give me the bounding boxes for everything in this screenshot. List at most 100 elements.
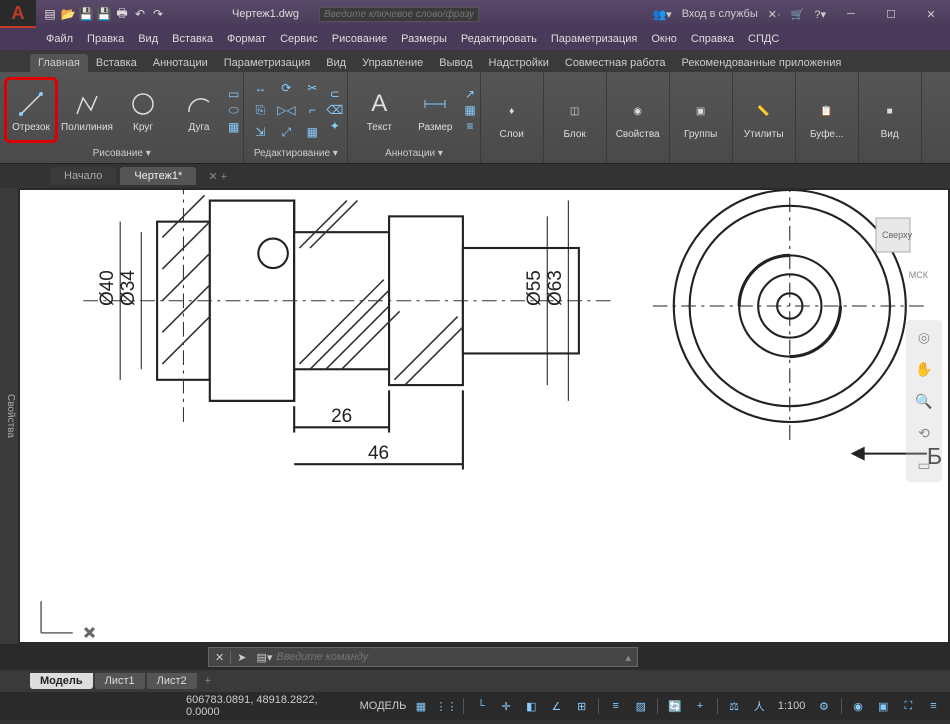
doc-tab-drawing1[interactable]: Чертеж1* xyxy=(120,167,196,185)
utilities-button[interactable]: 📏Утилиты xyxy=(737,85,791,151)
coordinates[interactable]: 606783.0891, 48918.2822, 0.0000 xyxy=(186,694,348,718)
search-input[interactable] xyxy=(319,7,479,22)
menu-dimension[interactable]: Размеры xyxy=(395,31,453,47)
layout-add[interactable]: + xyxy=(199,675,217,687)
array-icon[interactable]: ▦ xyxy=(300,122,324,142)
workspace-icon[interactable]: ⚙ xyxy=(813,696,834,716)
line-button[interactable]: Отрезок xyxy=(4,77,58,143)
panel-draw-title[interactable]: Рисование ▾ xyxy=(4,146,239,161)
rect-icon[interactable]: ▭ xyxy=(228,87,239,101)
leader-icon[interactable]: ↗ xyxy=(464,87,475,101)
lineweight-icon[interactable]: ≡ xyxy=(605,696,626,716)
customize-icon[interactable]: ≡ xyxy=(923,696,944,716)
tab-output[interactable]: Вывод xyxy=(431,54,480,72)
qat-plot-icon[interactable]: 🖶 xyxy=(114,6,130,22)
cleanscreen-icon[interactable]: ⛶ xyxy=(898,696,919,716)
hatch-icon[interactable]: ▦ xyxy=(228,120,239,134)
user-icon[interactable]: 👥▾ xyxy=(652,8,671,21)
cmd-recent-icon[interactable]: ▤▾ xyxy=(252,651,276,664)
explode-icon[interactable]: ✦ xyxy=(326,119,343,133)
menu-window[interactable]: Окно xyxy=(645,31,683,47)
pan-icon[interactable]: ✋ xyxy=(911,356,937,382)
table-icon[interactable]: ▦ xyxy=(464,103,475,117)
copy-icon[interactable]: ⎘ xyxy=(248,100,272,120)
layout-model[interactable]: Модель xyxy=(30,673,93,689)
erase-icon[interactable]: ⌫ xyxy=(326,103,343,117)
tab-annotate[interactable]: Аннотации xyxy=(145,54,216,72)
doc-tab-start[interactable]: Начало xyxy=(50,167,116,185)
hardware-accel-icon[interactable]: ◉ xyxy=(847,696,868,716)
annoscale-icon[interactable]: ⚖ xyxy=(724,696,745,716)
fillet-icon[interactable]: ⌐ xyxy=(300,100,324,120)
trim-icon[interactable]: ✂ xyxy=(300,78,324,98)
menu-format[interactable]: Формат xyxy=(221,31,272,47)
menu-draw[interactable]: Рисование xyxy=(326,31,393,47)
mirror-icon[interactable]: ▷◁ xyxy=(274,100,298,120)
otrack-icon[interactable]: ⊞ xyxy=(571,696,592,716)
annomonitor-icon[interactable]: + xyxy=(689,696,710,716)
panel-modify-title[interactable]: Редактирование ▾ xyxy=(248,146,343,161)
menu-help[interactable]: Справка xyxy=(685,31,740,47)
circle-button[interactable]: Круг xyxy=(116,77,170,143)
isolate-icon[interactable]: ▣ xyxy=(873,696,894,716)
menu-edit[interactable]: Правка xyxy=(81,31,130,47)
login-label[interactable]: Вход в службы xyxy=(682,8,758,20)
ortho-icon[interactable]: └ xyxy=(470,696,491,716)
arc-button[interactable]: Дуга xyxy=(172,77,226,143)
tab-parametric[interactable]: Параметризация xyxy=(216,54,318,72)
orbit-icon[interactable]: ⟲ xyxy=(911,420,937,446)
steering-wheel-icon[interactable]: ◎ xyxy=(911,324,937,350)
dimension-button[interactable]: Размер xyxy=(408,77,462,143)
scale-icon[interactable]: ⤢ xyxy=(274,122,298,142)
close-button[interactable]: ✕ xyxy=(916,4,946,24)
viewport[interactable]: Ø40 Ø34 Ø55 Ø63 26 46 Б ✕ xyxy=(20,190,948,642)
tab-featured[interactable]: Рекомендованные приложения xyxy=(674,54,850,72)
view-button[interactable]: ■Вид xyxy=(863,85,917,151)
polar-icon[interactable]: ✛ xyxy=(496,696,517,716)
annovisibility-icon[interactable]: 人 xyxy=(749,696,770,716)
grid-icon[interactable]: ▦ xyxy=(410,696,431,716)
cart-icon[interactable]: 🛒 xyxy=(791,8,805,21)
ellipse-icon[interactable]: ⬭ xyxy=(228,103,239,118)
tab-addins[interactable]: Надстройки xyxy=(481,54,557,72)
doc-tab-new[interactable]: ✕ + xyxy=(200,170,235,183)
properties-palette-tab[interactable]: Свойства xyxy=(0,188,18,644)
layout-sheet1[interactable]: Лист1 xyxy=(95,673,145,689)
layout-sheet2[interactable]: Лист2 xyxy=(147,673,197,689)
qat-redo-icon[interactable]: ↷ xyxy=(150,6,166,22)
stretch-icon[interactable]: ⇲ xyxy=(248,122,272,142)
menu-view[interactable]: Вид xyxy=(132,31,164,47)
zoom-icon[interactable]: 🔍 xyxy=(911,388,937,414)
tab-view[interactable]: Вид xyxy=(318,54,354,72)
panel-annotate-title[interactable]: Аннотации ▾ xyxy=(352,146,475,161)
qat-undo-icon[interactable]: ↶ xyxy=(132,6,148,22)
menu-parametric[interactable]: Параметризация xyxy=(545,31,643,47)
offset-icon[interactable]: ⊂ xyxy=(326,87,343,101)
commandline[interactable]: ✕ ➤ ▤▾ ▴ xyxy=(208,647,638,667)
rotate-icon[interactable]: ⟳ xyxy=(274,78,298,98)
qat-new-icon[interactable]: ▤ xyxy=(42,6,58,22)
mtext-icon[interactable]: ≡ xyxy=(464,119,475,133)
app-logo[interactable]: A xyxy=(0,0,36,28)
qat-saveas-icon[interactable]: 💾 xyxy=(96,6,112,22)
menu-spds[interactable]: СПДС xyxy=(742,31,785,47)
help-icon[interactable]: ?▾ xyxy=(814,8,826,21)
qat-open-icon[interactable]: 📂 xyxy=(60,6,76,22)
cycling-icon[interactable]: 🔄 xyxy=(664,696,685,716)
model-space-label[interactable]: МОДЕЛЬ xyxy=(360,700,407,712)
tab-insert[interactable]: Вставка xyxy=(88,54,145,72)
polyline-button[interactable]: Полилиния xyxy=(60,77,114,143)
showmotion-icon[interactable]: ▭ xyxy=(911,452,937,478)
layers-button[interactable]: ♦Слои xyxy=(485,85,539,151)
tab-home[interactable]: Главная xyxy=(30,54,88,72)
properties-button[interactable]: ◉Свойства xyxy=(611,85,665,151)
clipboard-button[interactable]: 📋Буфе... xyxy=(800,85,854,151)
exchange-icon[interactable]: ✕· xyxy=(768,8,781,21)
tab-collab[interactable]: Совместная работа xyxy=(557,54,674,72)
qat-save-icon[interactable]: 💾 xyxy=(78,6,94,22)
maximize-button[interactable]: ☐ xyxy=(876,4,906,24)
block-button[interactable]: ◫Блок xyxy=(548,85,602,151)
snap-icon[interactable]: ⋮⋮ xyxy=(435,696,457,716)
menu-tools[interactable]: Сервис xyxy=(274,31,324,47)
menu-modify[interactable]: Редактировать xyxy=(455,31,543,47)
